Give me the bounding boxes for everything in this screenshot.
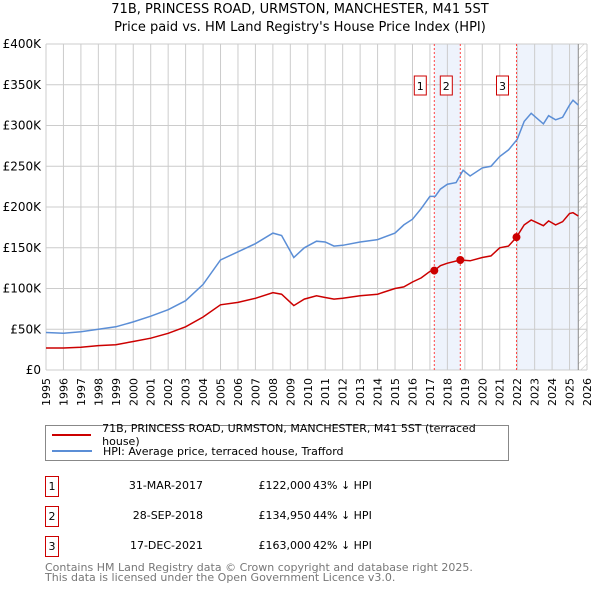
x-tick-label: 2008 — [267, 378, 280, 406]
sale-marker-label: 1 — [417, 80, 424, 93]
legend-item-hpi: HPI: Average price, terraced house, Traf… — [52, 443, 344, 459]
footer-licence: This data is licensed under the Open Gov… — [45, 571, 396, 584]
x-tick-label: 2022 — [511, 378, 524, 406]
legend-label: HPI: Average price, terraced house, Traf… — [103, 444, 344, 458]
y-tick-label: £50K — [10, 322, 42, 336]
x-tick-label: 2019 — [459, 378, 472, 406]
transaction-hpi-diff: 44% ↓ HPI — [313, 509, 372, 522]
legend-item-property: 71B, PRINCESS ROAD, URMSTON, MANCHESTER,… — [52, 422, 508, 448]
transaction-marker: 1 — [45, 476, 59, 497]
x-tick-label: 2021 — [494, 378, 507, 406]
transaction-hpi-diff: 42% ↓ HPI — [313, 539, 372, 552]
property-price-line — [46, 211, 579, 349]
sale-point — [430, 266, 439, 275]
x-tick-label: 2026 — [581, 378, 594, 406]
x-tick-label: 2011 — [319, 378, 332, 406]
legend-swatch-red — [52, 434, 92, 436]
x-tick-label: 2012 — [337, 378, 350, 406]
x-tick-label: 2010 — [302, 378, 315, 406]
x-tick-label: 2004 — [197, 378, 210, 406]
legend-swatch-blue — [52, 450, 92, 452]
price-chart: 1995 1996 1997 1998 1999 2000 2001 2002 2003 2004… — [3, 37, 594, 406]
y-tick-label: £350K — [3, 78, 43, 92]
x-tick-label: 2001 — [145, 378, 158, 406]
x-tick-label: 1997 — [75, 378, 88, 406]
x-tick-label: 2000 — [127, 378, 140, 406]
sale-point — [456, 256, 465, 265]
hpi-line — [45, 99, 579, 335]
y-tick-label: £400K — [3, 37, 43, 51]
x-tick-label: 2018 — [441, 378, 454, 406]
transaction-marker: 2 — [45, 506, 59, 527]
transaction-hpi-diff: 43% ↓ HPI — [313, 479, 372, 492]
x-tick-label: 2017 — [424, 378, 437, 406]
y-tick-label: £0 — [26, 363, 41, 377]
x-tick-label: 2020 — [476, 378, 489, 406]
x-tick-label: 1998 — [92, 378, 105, 406]
x-tick-label: 1996 — [57, 378, 70, 406]
x-tick-label: 1999 — [110, 378, 123, 406]
chart-title: 71B, PRINCESS ROAD, URMSTON, MANCHESTER,… — [111, 2, 489, 17]
y-tick-label: £100K — [3, 282, 43, 296]
y-tick-label: £250K — [3, 159, 43, 173]
x-tick-label: 2007 — [249, 378, 262, 406]
transaction-price: £134,950 — [258, 509, 312, 522]
x-tick-label: 2016 — [406, 378, 419, 406]
x-tick-label: 2024 — [546, 378, 559, 406]
sale-marker-label: 3 — [499, 80, 506, 93]
x-tick-label: 2025 — [564, 378, 577, 406]
legend: 71B, PRINCESS ROAD, URMSTON, MANCHESTER,… — [45, 422, 509, 461]
transaction-date: 17-DEC-2021 — [129, 539, 203, 552]
y-tick-label: £150K — [3, 241, 43, 255]
sale-marker-box — [495, 75, 509, 96]
x-tick-label: 2014 — [372, 378, 385, 406]
sale-point — [512, 233, 521, 242]
legend-label: 71B, PRINCESS ROAD, URMSTON, MANCHESTER,… — [102, 422, 476, 448]
y-tick-label: £200K — [3, 200, 43, 214]
transaction-marker: 3 — [45, 536, 59, 557]
transaction-price: £122,000 — [258, 479, 312, 492]
x-tick-label: 2015 — [389, 378, 402, 406]
x-tick-label: 2002 — [162, 378, 175, 406]
transaction-price: £163,000 — [258, 539, 312, 552]
transaction-date: 31-MAR-2017 — [128, 479, 203, 492]
x-tick-label: 2009 — [284, 378, 297, 406]
sale-marker-label: 2 — [443, 80, 450, 93]
sale-marker-box — [439, 75, 453, 96]
x-tick-label: 2005 — [215, 378, 228, 406]
x-tick-label: 2003 — [180, 378, 193, 406]
footer-copyright: Contains HM Land Registry data © Crown c… — [45, 561, 473, 574]
chart-subtitle: Price paid vs. HM Land Registry's House … — [114, 20, 486, 35]
x-tick-label: 2013 — [354, 378, 367, 406]
x-tick-label: 1995 — [40, 378, 53, 406]
x-tick-label: 2023 — [529, 378, 542, 406]
x-tick-label: 2006 — [232, 378, 245, 406]
sale-marker-box — [413, 75, 427, 96]
y-tick-label: £300K — [3, 119, 43, 133]
transaction-date: 28-SEP-2018 — [132, 509, 203, 522]
